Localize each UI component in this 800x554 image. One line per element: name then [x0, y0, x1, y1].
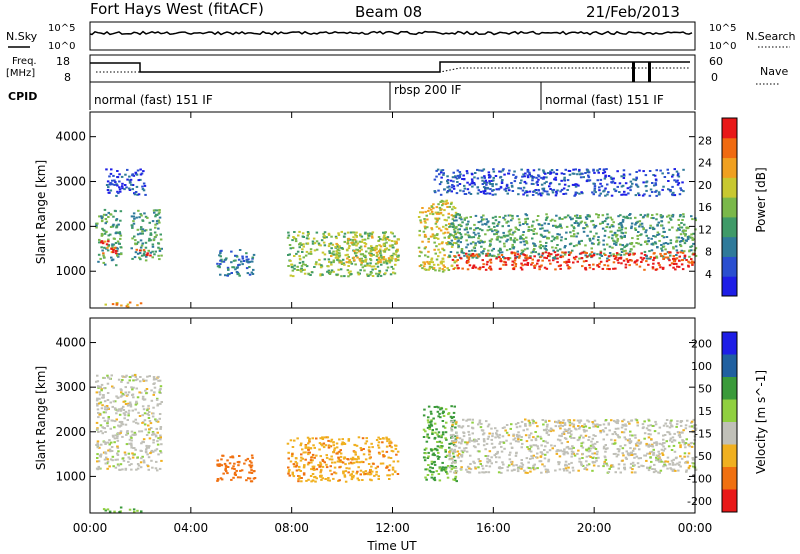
echo-region: [286, 436, 400, 483]
noise-strip: N.Sky 10^5 10^0 10^5 10^0 N.Search: [6, 21, 796, 52]
echo-region: [451, 251, 696, 271]
echo-region: [417, 199, 458, 273]
nsky-label: N.Sky: [6, 30, 38, 43]
x-tick-label: 20:00: [577, 521, 612, 535]
x-axis-label: Time UT: [366, 539, 417, 553]
velocity-panel: Slant Range [km] 1000 2000 3000 4000: [34, 317, 698, 514]
beam-label: Beam 08: [355, 3, 422, 21]
velocity-cbar-tick: 50: [698, 382, 712, 395]
cpid-label: CPID: [8, 90, 37, 103]
echo-region: [102, 506, 143, 513]
y-tick-label: 2000: [55, 425, 86, 439]
power-cbar-tick: 28: [698, 134, 712, 147]
y-tick-label: 4000: [55, 130, 86, 144]
velocity-cbar-tick: -50: [694, 450, 712, 463]
velocity-colorbar: 200 100 50 15 -15 -50 -100 -200: [687, 331, 738, 513]
freq-unit: [MHz]: [6, 68, 35, 79]
freq-tick-top: 18: [56, 55, 70, 68]
echo-region: [105, 168, 147, 197]
nsearch-tick-top: 10^5: [709, 23, 736, 34]
nsearch-label: N.Search: [746, 30, 796, 43]
power-y-axis-label: Slant Range [km]: [34, 160, 48, 264]
y-tick-label: 2000: [55, 219, 86, 233]
x-tick-label: 00:00: [73, 521, 108, 535]
echo-region: [330, 235, 400, 264]
nsky-tick-top: 10^5: [48, 23, 75, 34]
nave-trace: [96, 67, 690, 73]
power-cbar-tick: 8: [705, 246, 712, 259]
power-colorbar: 4 8 12 16 20 24 28: [698, 117, 738, 297]
freq-tick-bottom: 8: [64, 71, 71, 84]
y-tick-label: 1000: [55, 469, 86, 483]
echo-region: [433, 168, 685, 197]
echo-region: [448, 418, 698, 474]
velocity-cbar-tick: -15: [694, 427, 712, 440]
power-cbar-tick: 20: [698, 179, 712, 192]
x-tick-label: 12:00: [375, 521, 410, 535]
power-cbar-tick: 4: [705, 268, 712, 281]
station-title: Fort Hays West (fitACF): [90, 0, 264, 18]
echo-region: [100, 240, 118, 255]
velocity-cbar-tick: -100: [687, 472, 712, 485]
power-cbar-tick: 16: [698, 201, 712, 214]
x-tick-label: 16:00: [476, 521, 511, 535]
velocity-colorbar-label: Velocity [m s^-1]: [754, 370, 768, 474]
nave-tick-top: 60: [709, 55, 723, 68]
cpid-row: CPID normal (fast) 151 IF rbsp 200 IF no…: [8, 82, 696, 110]
y-tick-label: 3000: [55, 175, 86, 189]
freq-strip: Freq. [MHz] 18 8 60 0 Nave: [6, 54, 788, 85]
x-tick-label: 00:00: [678, 521, 713, 535]
echo-region: [216, 249, 256, 277]
x-axis: 00:00 04:00 08:00 12:00 16:00 20:00 00:00: [73, 112, 713, 535]
y-tick-label: 1000: [55, 264, 86, 278]
velocity-y-axis-label: Slant Range [km]: [34, 366, 48, 470]
x-tick-label: 08:00: [274, 521, 309, 535]
echo-region: [422, 405, 458, 483]
y-tick-label: 3000: [55, 380, 86, 394]
echo-region: [216, 454, 257, 483]
mode-label-2: rbsp 200 IF: [394, 83, 461, 97]
velocity-cbar-tick: 100: [691, 360, 712, 373]
echo-region: [135, 248, 152, 257]
power-colorbar-label: Power [dB]: [754, 167, 768, 232]
velocity-cbar-tick: 15: [698, 405, 712, 418]
echo-region: [95, 208, 123, 267]
echo-region: [130, 209, 163, 262]
power-cbar-tick: 24: [698, 157, 712, 170]
y-tick-label: 4000: [55, 336, 86, 350]
echo-region: [95, 373, 163, 472]
power-cbar-tick: 12: [698, 223, 712, 236]
mode-label-3: normal (fast) 151 IF: [545, 93, 664, 107]
date-label: 21/Feb/2013: [586, 3, 680, 21]
x-tick-label: 04:00: [174, 521, 209, 535]
echo-region: [448, 213, 698, 260]
mode-label-1: normal (fast) 151 IF: [94, 93, 213, 107]
nsearch-tick-bottom: 10^0: [709, 41, 736, 52]
velocity-cbar-tick: -200: [687, 495, 712, 508]
nave-label: Nave: [760, 65, 788, 78]
nsky-trace: [89, 30, 693, 36]
velocity-cbar-tick: 200: [691, 337, 712, 350]
freq-trace: [90, 61, 690, 73]
power-panel: Slant Range [km] 1000 2000 3000 4000: [34, 111, 698, 309]
freq-label: Freq.: [12, 56, 37, 67]
nsky-tick-bottom: 10^0: [48, 41, 75, 52]
nave-tick-bottom: 0: [711, 71, 718, 84]
echo-region: [104, 301, 143, 308]
